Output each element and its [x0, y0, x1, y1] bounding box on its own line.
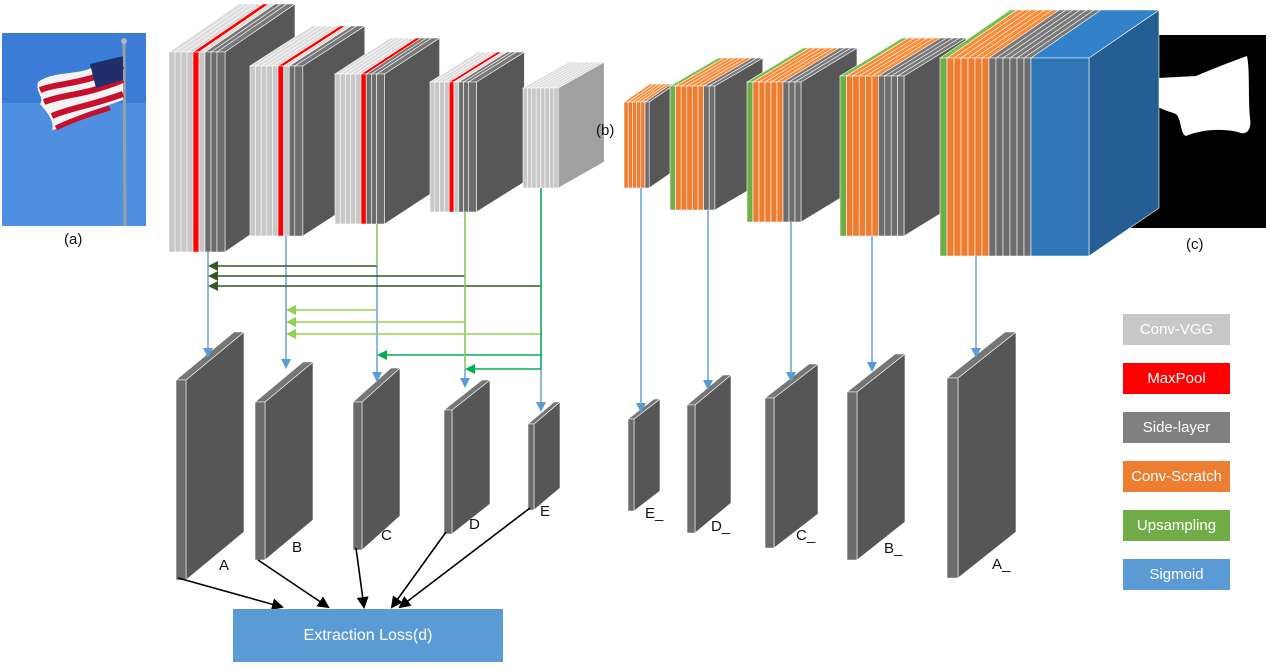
legend-maxpool: MaxPool	[1123, 363, 1230, 394]
side-output-d-dec	[686, 374, 732, 534]
legend-sigmoid: Sigmoid	[1123, 559, 1230, 590]
legend-conv-scratch-label: Conv-Scratch	[1131, 468, 1222, 485]
decoder-stage-1-layer-6	[644, 83, 677, 189]
legend-conv-vgg: Conv-VGG	[1123, 314, 1230, 345]
connection-arrows	[177, 188, 981, 611]
legend-maxpool-label: MaxPool	[1147, 370, 1206, 387]
arrow-d-to-loss	[390, 531, 447, 609]
side-label-a-dec: A_	[992, 556, 1011, 573]
extraction-loss-label: Extraction Loss(d)	[303, 626, 433, 644]
legend-sigmoid-label: Sigmoid	[1149, 566, 1204, 583]
side-label-e: E	[540, 503, 551, 520]
side-label-b-dec: B_	[884, 540, 903, 557]
encoder-stage-4-layer-9	[467, 51, 526, 213]
network-blocks	[168, 3, 1160, 257]
side-output-e	[527, 401, 561, 511]
side-output-c-dec	[764, 363, 819, 549]
extraction-loss-box: Extraction Loss(d)	[233, 609, 503, 662]
arrow-a-to-loss	[177, 577, 284, 611]
side-output-b-dec	[846, 353, 906, 561]
panel-label-c: (c)	[1186, 236, 1204, 253]
side-output-e-dec	[627, 398, 661, 512]
side-output-d	[443, 379, 491, 535]
legend-side-layer: Side-layer	[1123, 412, 1230, 443]
side-output-c	[352, 367, 401, 551]
encoder-stage-5-layer-8	[552, 61, 606, 189]
side-label-d-dec: D_	[711, 518, 731, 535]
decoder-stage-5-layer-14	[1030, 9, 1160, 257]
encoder-stage-3-layer-9	[375, 37, 441, 225]
side-label-b: B	[292, 539, 303, 556]
legend-side-layer-label: Side-layer	[1142, 419, 1211, 436]
legend-conv-vgg-label: Conv-VGG	[1139, 321, 1214, 338]
side-label-c: C	[381, 527, 392, 544]
legend-conv-scratch: Conv-Scratch	[1123, 461, 1230, 492]
side-label-e-dec: E_	[645, 505, 664, 522]
side-label-c-dec: C_	[796, 527, 816, 544]
side-output-a-dec	[946, 331, 1017, 579]
panel-label-b: (b)	[596, 122, 615, 139]
arrow-b-to-loss	[257, 559, 330, 609]
side-label-d: D	[469, 516, 480, 533]
legend-upsampling: Upsampling	[1123, 510, 1230, 541]
arrow-c-to-loss	[355, 547, 369, 609]
input-image	[2, 33, 146, 227]
legend-upsampling-label: Upsampling	[1136, 517, 1217, 534]
side-output-b	[254, 361, 314, 561]
side-output-layers	[175, 331, 1017, 581]
panel-label-a: (a)	[64, 231, 83, 248]
side-label-a: A	[219, 557, 230, 574]
side-output-a	[175, 331, 245, 581]
arrow-e-to-loss	[398, 507, 531, 609]
